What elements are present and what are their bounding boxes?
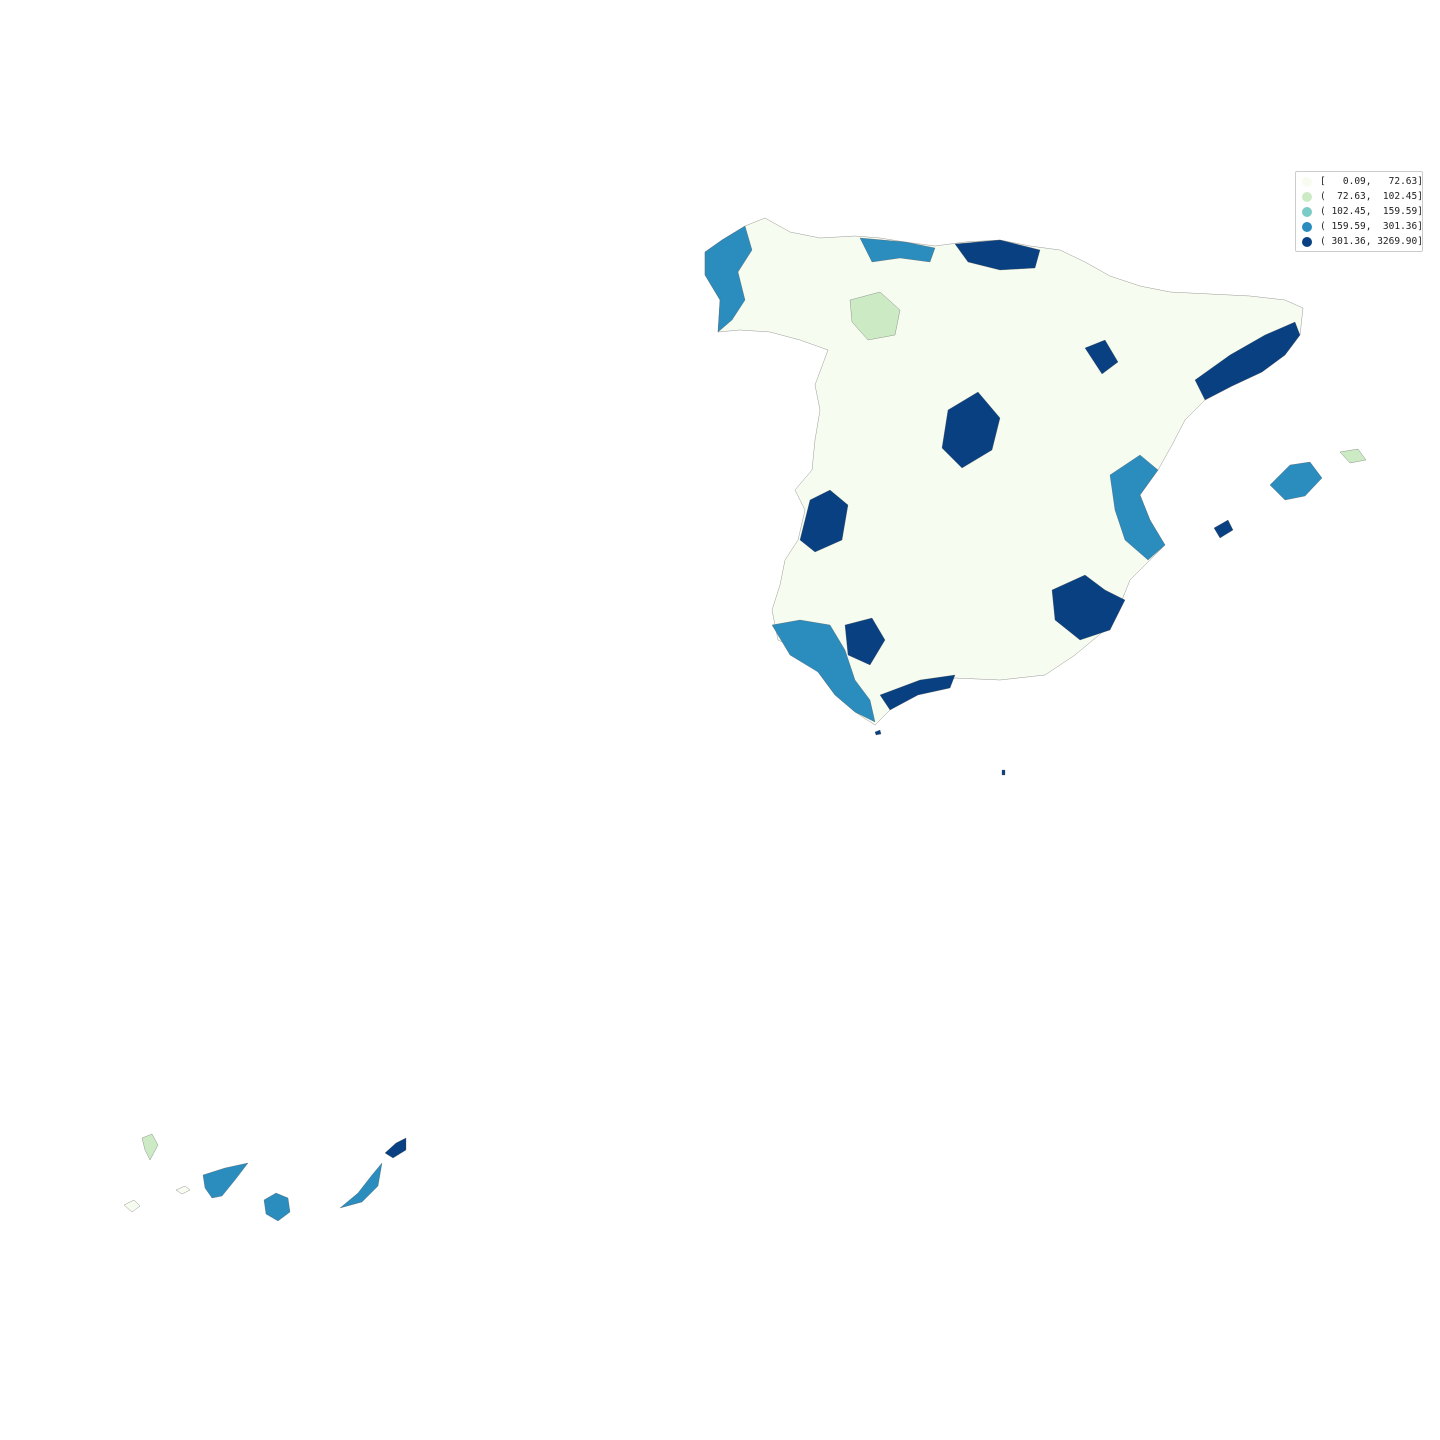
region-la-palma [141,1133,159,1161]
legend-label: ( 159.59, 301.36] [1320,221,1423,232]
region-menorca [1339,448,1367,464]
region-zaragoza [1084,339,1119,375]
region-ceuta [874,729,882,736]
region-extremadura-badajoz [799,489,849,553]
legend-swatch [1302,191,1312,202]
legend-item: ( 72.63, 102.45] [1302,189,1423,204]
legend-label: [ 0.09, 72.63] [1320,176,1423,187]
region-seville [844,617,886,666]
region-mallorca [1269,461,1323,501]
region-asturias-cantabria-coast [859,237,936,263]
legend-item: [ 0.09, 72.63] [1302,174,1423,189]
region-la-gomera [175,1185,191,1195]
region-el-hierro [123,1199,141,1213]
region-lanzarote [384,1137,407,1159]
legend-item: ( 102.45, 159.59] [1302,204,1423,219]
region-basque-country [954,239,1041,271]
region-madrid [941,391,1001,469]
legend-swatch [1302,236,1312,247]
region-andalusia-west [771,619,876,723]
region-ibiza [1213,519,1234,539]
region-galicia-coast [704,225,753,333]
legend-label: ( 72.63, 102.45] [1320,191,1423,202]
region-malaga-coast [879,674,956,711]
region-tenerife [202,1162,249,1199]
region-fuerteventura [339,1162,383,1209]
region-murcia-alicante [1051,574,1126,641]
region-gran-canaria [263,1192,291,1222]
region-north-meseta [849,291,901,341]
region-valencia-coast [1109,454,1166,561]
legend-item: ( 301.36, 3269.90] [1302,234,1423,249]
legend-label: ( 301.36, 3269.90] [1320,236,1423,247]
legend-swatch [1302,221,1312,232]
map-legend: [ 0.09, 72.63] ( 72.63, 102.45] ( 102.45… [1295,171,1423,252]
map-layer [123,217,1367,1222]
legend-swatch [1302,206,1312,217]
legend-label: ( 102.45, 159.59] [1320,206,1423,217]
region-catalonia-coast [1194,321,1301,401]
region-melilla [1001,769,1006,776]
legend-swatch [1302,176,1312,187]
legend-item: ( 159.59, 301.36] [1302,219,1423,234]
